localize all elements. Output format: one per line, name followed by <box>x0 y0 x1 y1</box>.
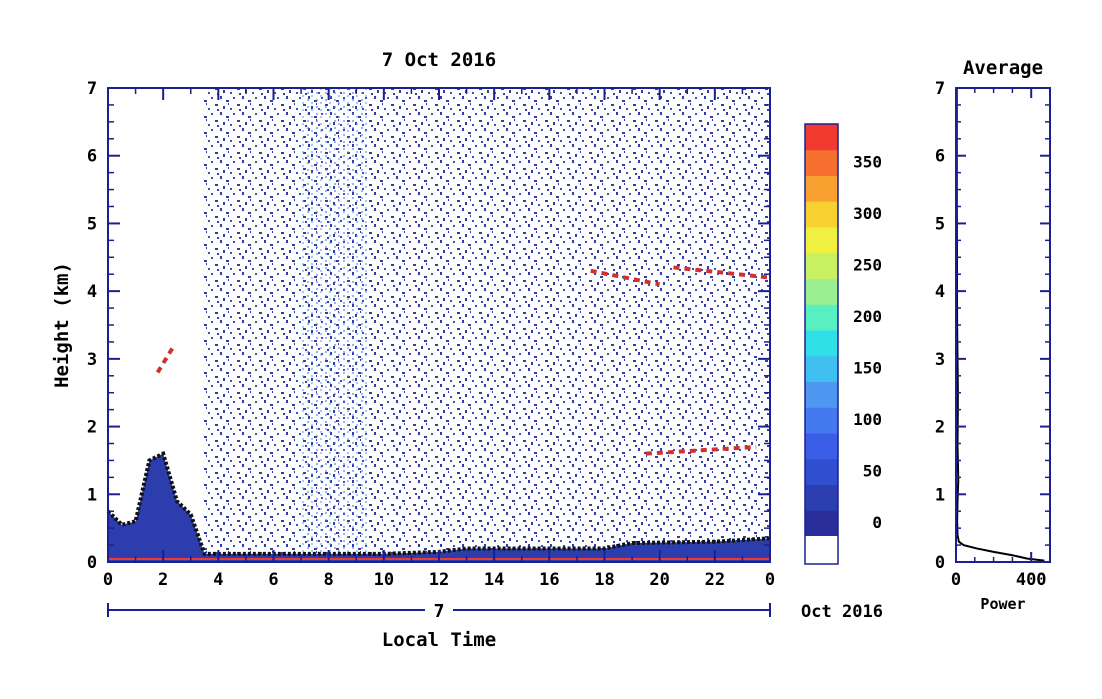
y-tick-label: 1 <box>87 485 97 505</box>
day-label: 7 <box>434 601 445 622</box>
x-tick-label: 20 <box>649 570 669 590</box>
colorbar-swatch <box>805 304 838 331</box>
colorbar-swatch <box>805 149 838 176</box>
x-tick-label: 18 <box>594 570 614 590</box>
cloud-layers <box>155 265 771 456</box>
avg-x-tick-label: 0 <box>951 570 961 590</box>
x-tick-label: 14 <box>484 570 504 590</box>
average-y-axis: 0 1 2 3 4 5 6 7 <box>935 79 1050 573</box>
average-title: Average <box>963 57 1043 79</box>
colorbar-swatch <box>805 458 838 485</box>
y-tick-label: 2 <box>87 418 97 438</box>
avg-y-tick-label: 5 <box>935 214 945 234</box>
colorbar-label: 50 <box>863 462 882 481</box>
chart-title: 7 Oct 2016 <box>382 49 496 71</box>
avg-y-tick-label: 1 <box>935 485 945 505</box>
colorbar-swatches <box>805 124 838 537</box>
avg-y-tick-label: 6 <box>935 147 945 167</box>
y-tick-label: 0 <box>87 553 97 573</box>
avg-y-tick-label: 0 <box>935 553 945 573</box>
average-plot-frame <box>955 87 1051 563</box>
date-axis: 7 Oct 2016 <box>107 600 883 622</box>
colorbar-swatch <box>805 330 838 357</box>
colorbar-labels: 0 50 100 150 200 250 300 350 <box>853 153 882 533</box>
y-tick-label: 3 <box>87 350 97 370</box>
x-tick-label: 12 <box>429 570 449 590</box>
y-tick-label: 5 <box>87 214 97 234</box>
cloud-layer-3 <box>155 344 176 374</box>
x-tick-label: 8 <box>324 570 334 590</box>
y-tick-label: 6 <box>87 147 97 167</box>
x-tick-label: 0 <box>103 570 113 590</box>
colorbar-label: 100 <box>853 410 882 429</box>
y-tick-label: 7 <box>87 79 97 99</box>
colorbar: 0 50 100 150 200 250 300 350 <box>804 123 882 565</box>
colorbar-swatch <box>805 355 838 382</box>
cloud-layer-1 <box>673 265 771 280</box>
colorbar-swatch <box>805 407 838 434</box>
month-label: Oct 2016 <box>801 602 883 622</box>
colorbar-label: 150 <box>853 359 882 378</box>
x-tick-label: 22 <box>705 570 725 590</box>
colorbar-swatch <box>805 175 838 202</box>
avg-y-tick-label: 2 <box>935 418 945 438</box>
cloud-layer-2 <box>645 444 757 456</box>
x-tick-label: 10 <box>374 570 394 590</box>
colorbar-frame <box>804 123 839 565</box>
boundary-layer-fill <box>108 453 770 562</box>
x-tick-label: 16 <box>539 570 559 590</box>
y-axis-title: Height (km) <box>51 262 73 388</box>
cloud-layer-0 <box>590 268 661 287</box>
colorbar-label: 300 <box>853 204 882 223</box>
colorbar-swatch <box>805 510 838 537</box>
noise-field <box>108 88 770 562</box>
colorbar-label: 200 <box>853 307 882 326</box>
average-profile-panel: 0 1 2 3 4 5 6 7 0 400 <box>935 79 1051 590</box>
main-y-axis: 0 1 2 3 4 5 6 7 <box>87 79 770 573</box>
colorbar-swatch <box>805 201 838 228</box>
colorbar-label: 0 <box>872 513 882 532</box>
average-x-title: Power <box>980 595 1025 613</box>
x-tick-label: 4 <box>213 570 223 590</box>
colorbar-blank <box>805 536 838 564</box>
colorbar-swatch <box>805 252 838 279</box>
colorbar-swatch <box>805 484 838 511</box>
average-power-line <box>955 88 1045 562</box>
y-tick-label: 4 <box>87 282 97 302</box>
average-x-axis: 0 400 <box>951 88 1051 590</box>
colorbar-swatch <box>805 433 838 460</box>
avg-y-tick-label: 4 <box>935 282 945 302</box>
colorbar-label: 350 <box>853 153 882 172</box>
main-x-axis: 0 2 4 6 8 10 12 14 16 18 20 22 0 <box>103 88 775 590</box>
x-axis-title: Local Time <box>382 629 496 651</box>
day-label-bg <box>425 600 453 620</box>
x-tick-label: 6 <box>268 570 278 590</box>
noise-band <box>300 88 370 562</box>
avg-y-tick-label: 7 <box>935 79 945 99</box>
avg-x-tick-label: 400 <box>1016 570 1047 590</box>
x-tick-label: 2 <box>158 570 168 590</box>
colorbar-label: 250 <box>853 256 882 275</box>
avg-y-tick-label: 3 <box>935 350 945 370</box>
colorbar-swatch <box>805 278 838 305</box>
x-tick-label: 0 <box>765 570 775 590</box>
colorbar-swatch <box>805 227 838 254</box>
colorbar-swatch <box>805 381 838 408</box>
colorbar-swatch <box>805 124 838 151</box>
